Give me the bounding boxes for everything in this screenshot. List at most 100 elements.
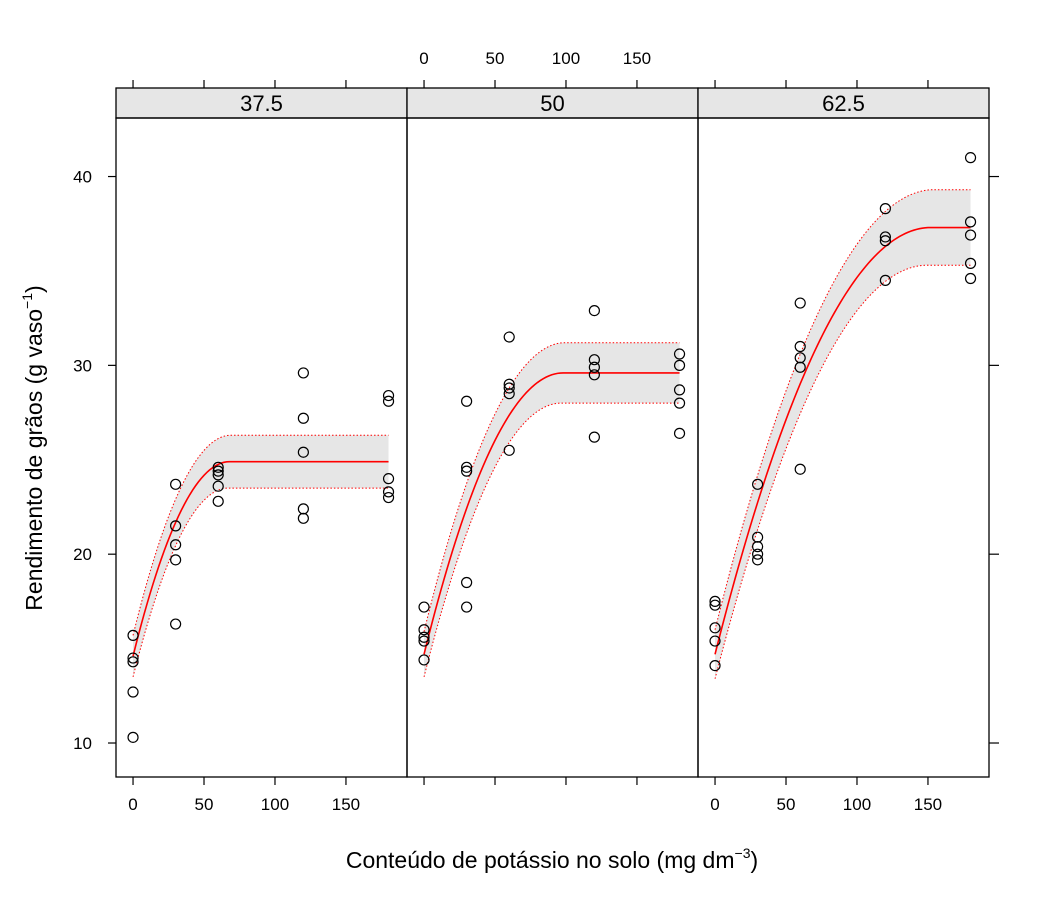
strip-label: 50 bbox=[540, 91, 564, 116]
x-tick-label: 150 bbox=[914, 795, 942, 814]
data-point bbox=[673, 348, 686, 360]
x-axis-title: Conteúdo de potássio no solo (mg dm−3) bbox=[346, 845, 758, 873]
x-tick-label: 100 bbox=[261, 795, 289, 814]
data-point bbox=[709, 595, 721, 607]
y-axis-title-group: Rendimento de grãos (g vaso−1) bbox=[19, 285, 47, 610]
data-point bbox=[418, 631, 430, 643]
data-point bbox=[127, 629, 139, 641]
fitted-curve bbox=[423, 372, 680, 655]
data-point bbox=[297, 503, 309, 515]
panel-62.5: 62.5 0 50 100 150 bbox=[697, 80, 990, 814]
data-point bbox=[297, 367, 309, 379]
data-point bbox=[382, 491, 395, 504]
panel-border bbox=[697, 117, 990, 778]
data-point bbox=[127, 731, 139, 743]
data-point bbox=[964, 257, 977, 269]
data-point bbox=[212, 469, 224, 481]
data-point bbox=[212, 461, 224, 473]
band-lower-edge bbox=[714, 264, 971, 679]
data-point bbox=[709, 622, 721, 634]
fitted-curve bbox=[714, 226, 971, 655]
data-point bbox=[964, 272, 977, 285]
fitted-curve bbox=[132, 460, 389, 657]
y-tick-label: 10 bbox=[73, 734, 92, 753]
data-point bbox=[673, 384, 686, 396]
data-point bbox=[170, 618, 182, 630]
data-point bbox=[673, 359, 686, 371]
band-upper-edge bbox=[714, 189, 971, 630]
band-lower-edge bbox=[423, 402, 680, 678]
x-tick-label: 50 bbox=[777, 795, 796, 814]
data-point bbox=[461, 461, 473, 473]
x-tick-label-top: 50 bbox=[486, 49, 505, 68]
data-point bbox=[382, 473, 395, 485]
strip-62.5 bbox=[697, 87, 990, 119]
strip-50 bbox=[406, 87, 699, 119]
y-tick-label: 40 bbox=[73, 168, 92, 187]
data-point bbox=[170, 520, 182, 532]
data-point bbox=[588, 431, 600, 443]
x-tick-label: 150 bbox=[332, 795, 360, 814]
x-tick-label-top: 100 bbox=[552, 49, 580, 68]
data-point bbox=[461, 465, 473, 477]
data-point bbox=[588, 305, 600, 317]
data-point bbox=[212, 480, 224, 492]
data-point bbox=[297, 446, 309, 458]
data-point bbox=[170, 478, 182, 490]
band-upper-edge bbox=[423, 342, 680, 632]
data-point bbox=[879, 274, 891, 286]
panels-layer: 37.5 0 50 100 150 50 0 50 100 150 62.5 0 50 100 150 bbox=[115, 49, 990, 814]
data-point bbox=[752, 554, 764, 566]
data-point bbox=[212, 495, 224, 507]
x-axis-title-main: Conteúdo de potássio no solo (mg dm bbox=[346, 847, 735, 873]
data-point bbox=[794, 361, 806, 373]
data-point bbox=[418, 624, 430, 636]
strip-label: 37.5 bbox=[240, 91, 283, 116]
data-point bbox=[297, 512, 309, 524]
confidence-band bbox=[424, 342, 680, 677]
data-point bbox=[418, 654, 430, 666]
data-point bbox=[170, 554, 182, 566]
data-point bbox=[964, 216, 977, 228]
data-point bbox=[503, 388, 515, 400]
y-axis-title: Rendimento de grãos (g vaso−1) bbox=[19, 285, 47, 610]
x-tick-label-top: 150 bbox=[623, 49, 651, 68]
panel-50: 50 0 50 100 150 bbox=[406, 49, 699, 785]
data-point bbox=[418, 635, 430, 647]
panel-border bbox=[406, 117, 699, 778]
data-point bbox=[382, 395, 395, 407]
panel-37.5: 37.5 0 50 100 150 bbox=[115, 80, 408, 814]
data-point bbox=[709, 599, 721, 611]
data-point bbox=[127, 656, 139, 668]
y-axis-title-superscript: −1 bbox=[19, 293, 35, 309]
data-point bbox=[879, 231, 891, 243]
data-point bbox=[588, 354, 600, 366]
x-tick-label: 100 bbox=[843, 795, 871, 814]
confidence-band bbox=[715, 189, 971, 679]
data-point bbox=[297, 412, 309, 424]
data-point bbox=[794, 297, 806, 309]
y-axis-title-close: ) bbox=[21, 285, 47, 293]
y-axis-title-main: Rendimento de grãos (g vaso bbox=[21, 309, 47, 611]
data-point bbox=[709, 659, 721, 672]
y-tick-label: 30 bbox=[73, 356, 92, 375]
data-point bbox=[588, 369, 600, 381]
data-point bbox=[879, 203, 891, 215]
data-point bbox=[964, 229, 977, 241]
strip-37.5 bbox=[115, 87, 408, 119]
strip-label: 62.5 bbox=[822, 91, 865, 116]
data-point bbox=[382, 389, 395, 402]
data-point bbox=[964, 152, 977, 164]
data-point bbox=[461, 601, 473, 613]
data-point bbox=[752, 478, 764, 490]
y-tick-label: 20 bbox=[73, 545, 92, 564]
data-point bbox=[382, 486, 395, 498]
x-tick-label: 0 bbox=[128, 795, 137, 814]
data-point bbox=[461, 576, 473, 589]
x-tick-label-top: 0 bbox=[419, 49, 428, 68]
data-point bbox=[461, 395, 473, 407]
data-point bbox=[503, 382, 515, 394]
confidence-band bbox=[133, 435, 389, 677]
data-point bbox=[673, 427, 686, 439]
